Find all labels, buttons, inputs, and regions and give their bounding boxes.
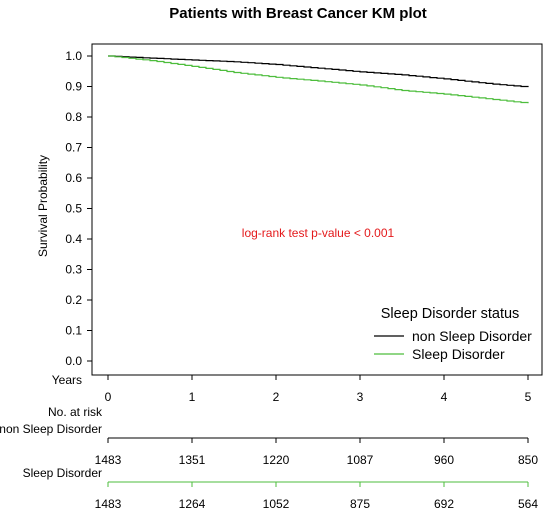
legend-label-0: non Sleep Disorder <box>412 328 532 344</box>
risk-table: non Sleep Disorder 1483 1351 1220 1087 960 850… <box>0 422 538 511</box>
legend-title: Sleep Disorder status <box>381 306 520 322</box>
risk-value: 1052 <box>263 497 290 511</box>
risk-value: 875 <box>350 497 370 511</box>
plot-frame <box>91 43 543 376</box>
risk-value: 1264 <box>179 497 206 511</box>
risk-value: 960 <box>434 453 454 467</box>
risk-table-title: No. at risk <box>48 405 103 419</box>
risk-value: 1483 <box>95 497 122 511</box>
risk-value: 1351 <box>179 453 206 467</box>
risk-row-label-0: non Sleep Disorder <box>0 422 102 436</box>
x-tick-label: 1 <box>189 390 196 404</box>
risk-value: 1483 <box>95 453 122 467</box>
series-line-1 <box>108 55 529 104</box>
risk-value: 1087 <box>347 453 374 467</box>
legend-label-1: Sleep Disorder <box>412 346 505 362</box>
y-tick-label: 0.1 <box>65 324 82 338</box>
risk-value: 564 <box>518 497 538 511</box>
x-tick-label: 3 <box>357 390 364 404</box>
y-tick-label: 0.5 <box>65 202 82 216</box>
plot-box <box>91 43 543 376</box>
series-line-0 <box>108 55 529 88</box>
risk-row-label-1: Sleep Disorder <box>23 466 102 480</box>
risk-value: 850 <box>518 453 538 467</box>
risk-value: 692 <box>434 497 454 511</box>
legend: non Sleep Disorder Sleep Disorder <box>374 328 532 362</box>
risk-value: 1220 <box>263 453 290 467</box>
x-tick-label: 4 <box>441 390 448 404</box>
x-tick-label: 0 <box>105 390 112 404</box>
y-tick-label: 0.4 <box>65 232 82 246</box>
x-tick-label: 5 <box>525 390 532 404</box>
y-tick-label: 0.9 <box>65 80 82 94</box>
y-tick-label: 0.3 <box>65 263 82 277</box>
axes: 0.0 0.1 0.2 0.3 0.4 0.5 0.6 0.7 0.8 0.9 1.0 0 1 2 3 4 5 <box>65 49 531 404</box>
y-tick-label: 0.7 <box>65 141 82 155</box>
y-axis-label: Survival Probability <box>36 155 50 257</box>
y-tick-label: 0.2 <box>65 293 82 307</box>
series-group <box>108 55 529 104</box>
logrank-annotation: log-rank test p-value < 0.001 <box>242 226 395 240</box>
y-tick-label: 0.6 <box>65 171 82 185</box>
y-tick-label: 1.0 <box>65 49 82 63</box>
x-axis-label: Years <box>52 373 82 387</box>
y-tick-label: 0.8 <box>65 110 82 124</box>
x-tick-label: 2 <box>273 390 280 404</box>
chart-title: Patients with Breast Cancer KM plot <box>169 5 427 22</box>
y-tick-label: 0.0 <box>65 354 82 368</box>
